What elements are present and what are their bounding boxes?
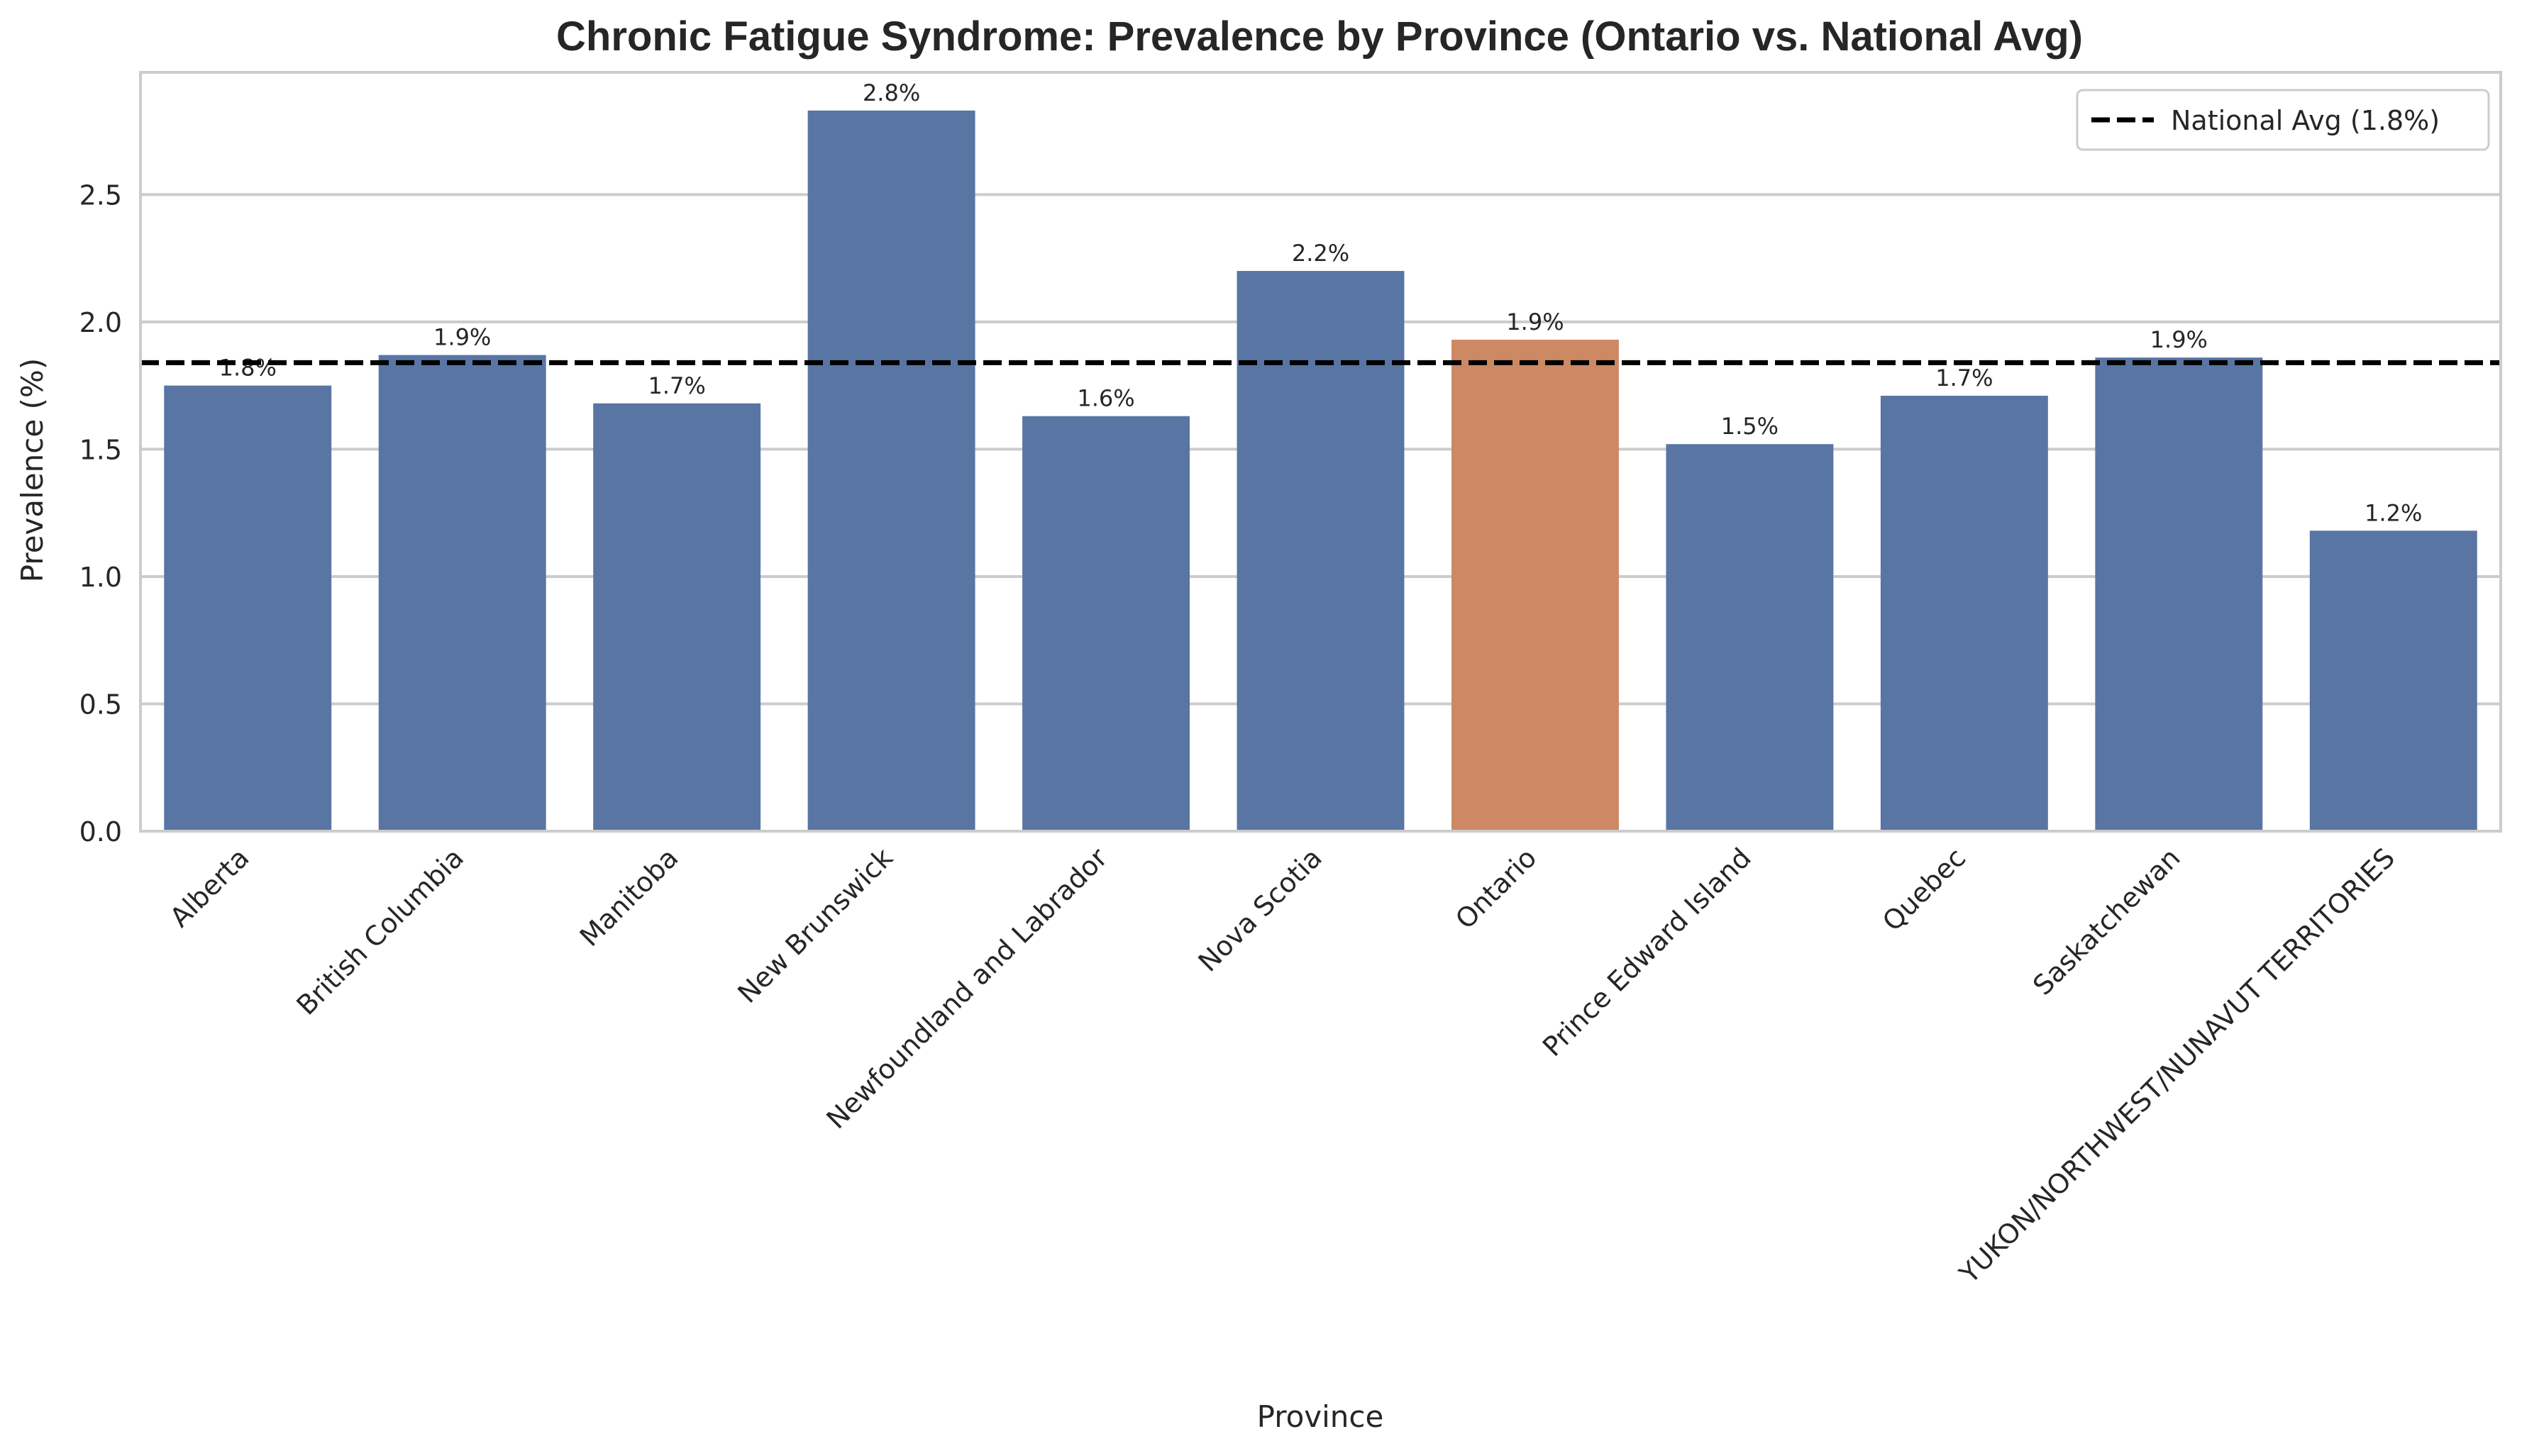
legend: National Avg (1.8%) xyxy=(2076,89,2490,151)
bar-data-label: 1.9% xyxy=(2150,326,2208,353)
bar xyxy=(2309,530,2477,831)
bar xyxy=(1880,396,2048,831)
bar xyxy=(807,110,975,831)
bar xyxy=(1237,271,1405,831)
x-tick-label: Alberta xyxy=(164,842,255,933)
data-labels: 1.8% 1.9% 1.7% 2.8% 1.6% 2.2% 1.9% 1.5% 1.7% 1.9%… xyxy=(219,79,2423,526)
bar xyxy=(1022,416,1190,831)
x-tick-label: Nova Scotia xyxy=(1193,842,1328,977)
bar-data-label: 1.8% xyxy=(219,355,277,382)
y-axis-label: Prevalence (%) xyxy=(15,358,50,582)
legend-box xyxy=(2076,89,2490,151)
bar-data-label: 1.9% xyxy=(1506,309,1564,335)
x-tick-label: Ontario xyxy=(1449,842,1542,935)
bars xyxy=(164,110,2477,832)
bar-data-label: 1.7% xyxy=(1935,365,1993,391)
x-tick-label: New Brunswick xyxy=(731,842,899,1009)
y-tick-label: 0.0 xyxy=(79,816,122,848)
y-tick-label: 2.5 xyxy=(79,179,122,211)
x-tick-label: British Columbia xyxy=(291,842,470,1021)
bar xyxy=(378,355,546,832)
x-axis-ticks: Alberta British Columbia Manitoba New Bruns… xyxy=(164,842,2401,1290)
x-tick-label: YUKON/NORTHWEST/NUNAVUT TERRITORIES xyxy=(1953,842,2401,1289)
x-tick-label: Quebec xyxy=(1876,842,1971,937)
x-tick-label: Manitoba xyxy=(574,842,685,952)
bar xyxy=(1451,340,1619,831)
bar xyxy=(1666,444,1834,831)
bar-data-label: 2.2% xyxy=(1292,240,1349,267)
y-tick-label: 0.5 xyxy=(79,689,122,720)
bar-data-label: 1.6% xyxy=(1077,385,1134,412)
bar-data-label: 2.8% xyxy=(863,79,920,106)
x-tick-label: Saskatchewan xyxy=(2027,842,2186,1001)
bar xyxy=(2095,357,2263,831)
x-axis-label: Province xyxy=(1257,1399,1384,1434)
legend-entry-national-avg: National Avg (1.8%) xyxy=(2171,105,2440,136)
bar-data-label: 1.2% xyxy=(2365,499,2422,526)
y-tick-label: 1.5 xyxy=(79,434,122,465)
x-tick-label: Prince Edward Island xyxy=(1537,842,1757,1062)
bar xyxy=(593,403,761,831)
chart-title: Chronic Fatigue Syndrome: Prevalence by … xyxy=(556,13,2083,60)
bar xyxy=(164,385,332,831)
bar-data-label: 1.9% xyxy=(433,324,491,351)
bar-data-label: 1.7% xyxy=(648,372,705,399)
bar-data-label: 1.5% xyxy=(1721,413,1779,440)
y-tick-label: 2.0 xyxy=(79,307,122,338)
y-axis-ticks: 0.0 0.5 1.0 1.5 2.0 2.5 xyxy=(79,179,122,848)
plot-frame xyxy=(139,71,2502,833)
y-tick-label: 1.0 xyxy=(79,562,122,593)
